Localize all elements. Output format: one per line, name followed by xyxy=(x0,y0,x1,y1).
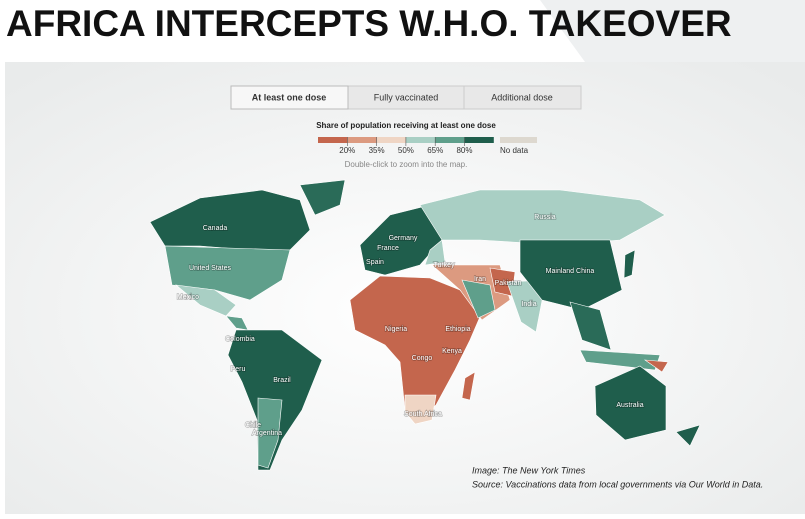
australia xyxy=(594,365,667,441)
legend-label: 20% xyxy=(339,146,355,155)
legend-title: Share of population receiving at least o… xyxy=(316,121,496,130)
country-label: Australia xyxy=(616,402,643,409)
eastern-europe xyxy=(424,239,446,266)
tab[interactable]: Fully vaccinated xyxy=(374,92,439,102)
greenland xyxy=(299,179,346,216)
country-label: Brazil xyxy=(273,377,291,384)
madagascar xyxy=(461,371,476,401)
country-label: Kenya xyxy=(442,348,462,355)
country-label: Colombia xyxy=(225,336,255,343)
legend-label: 80% xyxy=(456,146,472,155)
tab[interactable]: At least one dose xyxy=(252,92,327,102)
legend: 20% 35% 50% 65% 80% No data xyxy=(318,137,537,155)
legend-swatch xyxy=(435,137,465,143)
country-label: Spain xyxy=(366,259,384,266)
country-label: United States xyxy=(189,265,232,272)
country-label: Nigeria xyxy=(385,326,407,333)
legend-label: 65% xyxy=(427,146,443,155)
legend-swatch xyxy=(347,137,377,143)
argentina xyxy=(257,397,283,469)
russia xyxy=(419,189,666,246)
arabia xyxy=(461,279,496,319)
south-africa xyxy=(404,394,437,425)
country-label: Russia xyxy=(534,214,556,221)
legend-swatch xyxy=(500,137,537,143)
country-labels: Canada United States Mexico Colombia Per… xyxy=(176,213,644,438)
country-label: France xyxy=(377,245,399,252)
country-label: Mexico xyxy=(177,294,199,301)
country-label: Pakistan xyxy=(495,280,522,287)
mexico xyxy=(175,284,237,317)
country-label: Peru xyxy=(231,366,246,373)
canada xyxy=(149,189,311,251)
country-label: Chile xyxy=(245,422,261,429)
legend-label: No data xyxy=(500,146,529,155)
legend-swatch xyxy=(405,137,436,143)
legend-swatch xyxy=(376,137,406,143)
new-zealand xyxy=(675,424,701,447)
legend-label: 50% xyxy=(398,146,414,155)
papua xyxy=(643,359,669,373)
map-note: Double-click to zoom into the map. xyxy=(345,160,468,169)
legend-label: 35% xyxy=(369,146,385,155)
country-label: Iran xyxy=(474,276,486,283)
credit: Image: The New York Times xyxy=(472,465,586,475)
country-label: India xyxy=(521,301,536,308)
africa xyxy=(349,275,483,421)
country-label: Ethiopia xyxy=(445,326,470,333)
japan xyxy=(623,249,636,279)
indonesia xyxy=(579,349,661,371)
country-label: Mainland China xyxy=(546,268,595,275)
world-map xyxy=(149,179,701,471)
country-label: Argentina xyxy=(252,430,282,437)
tab-active[interactable] xyxy=(230,85,349,110)
country-label: Canada xyxy=(203,225,228,232)
tab[interactable]: Additional dose xyxy=(491,92,553,102)
country-label: South Africa xyxy=(404,411,442,418)
country-label: Turkey xyxy=(433,262,455,269)
usa xyxy=(164,245,291,301)
credit: Source: Vaccinations data from local gov… xyxy=(472,479,763,489)
southeast-asia xyxy=(569,301,612,351)
legend-swatch xyxy=(318,137,348,143)
country-label: Germany xyxy=(389,235,418,242)
legend-swatch xyxy=(464,137,494,143)
tabs: At least one dose Fully vaccinated Addit… xyxy=(230,85,582,110)
country-label: Congo xyxy=(412,355,433,362)
header-shade xyxy=(540,0,805,62)
headline: AFRICA INTERCEPTS W.H.O. TAKEOVER xyxy=(6,3,732,44)
